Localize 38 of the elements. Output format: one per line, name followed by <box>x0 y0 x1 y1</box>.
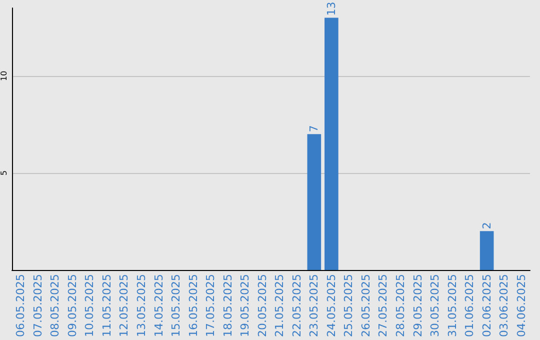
x-tick-label: 30.05.2025 <box>428 274 442 337</box>
x-tick-label: 09.05.2025 <box>66 274 79 337</box>
x-tick-label: 17.05.2025 <box>204 274 218 337</box>
x-tick-label: 03.06.2025 <box>498 274 511 337</box>
x-tick-label: 06.05.2025 <box>14 274 28 337</box>
y-tick-label: 10 <box>0 70 8 82</box>
bar <box>307 134 322 270</box>
x-tick-label: 22.05.2025 <box>290 274 304 337</box>
x-tick-label: 10.05.2025 <box>83 274 96 337</box>
bar <box>324 18 338 270</box>
x-tick-label: 07.05.2025 <box>31 274 44 337</box>
x-tick-label: 13.05.2025 <box>135 274 148 337</box>
x-tick-label: 01.06.2025 <box>463 274 476 337</box>
x-tick-label: 08.05.2025 <box>48 274 62 337</box>
data-label: 2 <box>480 222 494 230</box>
x-tick-label: 31.05.2025 <box>446 274 459 337</box>
data-label: 13 <box>324 2 338 16</box>
x-tick-label: 18.05.2025 <box>221 274 234 337</box>
x-tick-label: 20.05.2025 <box>256 274 269 337</box>
x-tick-label: 11.05.2025 <box>100 274 114 337</box>
data-label: 7 <box>308 125 321 132</box>
x-tick-label: 16.05.2025 <box>186 274 200 337</box>
x-tick-label: 12.05.2025 <box>118 274 131 337</box>
x-tick-label: 02.06.2025 <box>480 274 494 337</box>
x-tick-label: 25.05.2025 <box>342 274 356 337</box>
x-tick-label: 27.05.2025 <box>376 274 390 337</box>
x-tick-label: 24.05.2025 <box>324 274 338 337</box>
x-tick-label: 28.05.2025 <box>394 274 407 337</box>
x-tick-label: 29.05.2025 <box>411 274 424 337</box>
x-tick-label: 14.05.2025 <box>152 274 166 337</box>
bar <box>480 231 494 270</box>
x-tick-label: 23.05.2025 <box>308 274 321 337</box>
x-tick-label: 26.05.2025 <box>359 274 372 337</box>
x-tick-label: 19.05.2025 <box>238 274 252 337</box>
x-tick-label: 15.05.2025 <box>170 274 183 337</box>
y-tick-label: 5 <box>0 170 8 176</box>
x-tick-label: 21.05.2025 <box>273 274 286 337</box>
x-tick-label: 04.06.2025 <box>514 274 528 337</box>
